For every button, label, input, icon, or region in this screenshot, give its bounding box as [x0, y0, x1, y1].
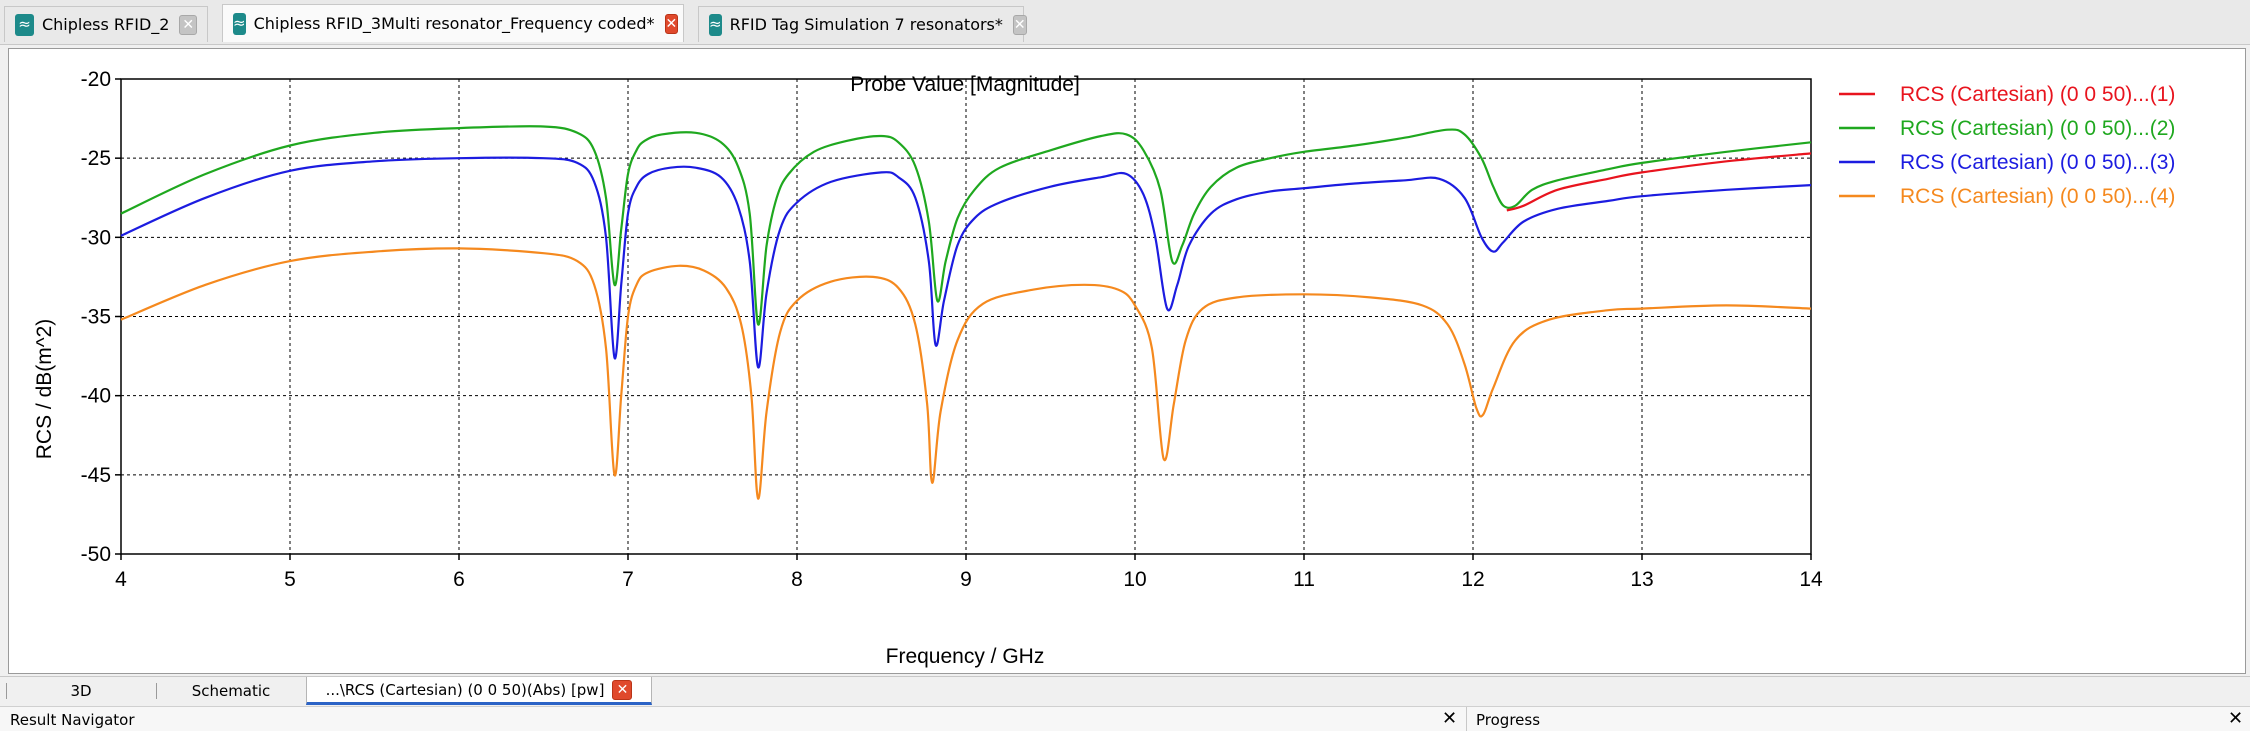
y-tick-label: -20 — [81, 68, 111, 91]
x-tick-label: 4 — [115, 568, 127, 591]
close-icon[interactable]: ✕ — [1442, 708, 1458, 729]
tab-rcs-result[interactable]: ...\RCS (Cartesian) (0 0 50)(Abs) [pw] ✕ — [306, 677, 652, 705]
y-axis-label: RCS / dB(m^2) — [33, 319, 56, 460]
chart-title: Probe Value [Magnitude] — [850, 73, 1080, 96]
x-tick-label: 14 — [1799, 568, 1823, 591]
tab-schematic[interactable]: Schematic — [158, 677, 304, 705]
x-tick-label: 6 — [453, 568, 465, 591]
result-navigator-title: Result Navigator — [10, 711, 135, 729]
doc-tab-label: Chipless RFID_2 — [41, 15, 170, 34]
series-line-2[interactable] — [120, 125, 1812, 326]
close-icon[interactable]: ✕ — [664, 13, 679, 34]
document-tab-bar: ≈ Chipless RFID_2 ✕ ≈ Chipless RFID_3Mul… — [0, 0, 2250, 45]
close-icon[interactable]: ✕ — [612, 679, 633, 700]
y-tick-label: -35 — [81, 306, 111, 329]
legend-label[interactable]: RCS (Cartesian) (0 0 50)...(4) — [1900, 185, 2175, 208]
y-tick-label: -45 — [81, 464, 111, 487]
x-tick-label: 12 — [1461, 568, 1484, 591]
wave-icon: ≈ — [709, 13, 722, 36]
x-tick-label: 13 — [1630, 568, 1653, 591]
y-tick-label: -50 — [81, 543, 111, 566]
legend-label[interactable]: RCS (Cartesian) (0 0 50)...(3) — [1900, 151, 2175, 174]
tab-3d[interactable]: 3D — [8, 677, 154, 705]
legend-label[interactable]: RCS (Cartesian) (0 0 50)...(2) — [1900, 117, 2175, 140]
tab-separator — [6, 683, 7, 699]
doc-tab-label: Chipless RFID_3Multi resonator_Frequency… — [253, 14, 655, 33]
legend-label[interactable]: RCS (Cartesian) (0 0 50)...(1) — [1900, 83, 2175, 106]
y-tick-label: -25 — [81, 147, 111, 170]
tab-label: ...\RCS (Cartesian) (0 0 50)(Abs) [pw] — [325, 680, 605, 699]
doc-tab-label: RFID Tag Simulation 7 resonators* — [729, 15, 1003, 34]
y-tick-label: -40 — [81, 385, 111, 408]
wave-icon: ≈ — [233, 12, 246, 35]
x-tick-label: 8 — [791, 568, 803, 591]
rcs-chart[interactable]: 4 5 6 7 8 9 10 11 12 13 14 -20 -25 -30 -35 -40 -45 -50 Pr… — [9, 49, 2245, 673]
docked-panels: Result Navigator ✕ Progress ✕ — [0, 706, 2250, 731]
wave-icon: ≈ — [15, 13, 34, 36]
x-tick-label: 10 — [1123, 568, 1146, 591]
close-icon[interactable]: ✕ — [179, 14, 197, 35]
series-line-3[interactable] — [120, 156, 1812, 369]
axis-ticks: 4 5 6 7 8 9 10 11 12 13 14 -20 -25 -30 -35 -40 -45 -50 — [81, 68, 1823, 591]
x-tick-label: 5 — [284, 568, 296, 591]
y-tick-label: -30 — [81, 226, 111, 249]
doc-tab-chipless-rfid-2[interactable]: ≈ Chipless RFID_2 ✕ — [4, 6, 208, 42]
series-lines[interactable] — [120, 125, 1812, 500]
x-tick-label: 11 — [1293, 568, 1315, 591]
series-line-4[interactable] — [120, 247, 1812, 500]
tab-separator — [156, 683, 157, 699]
series-line-1[interactable] — [1506, 152, 1812, 212]
progress-title: Progress — [1476, 711, 1541, 729]
x-axis-label: Frequency / GHz — [886, 645, 1045, 668]
doc-tab-rfid-tag-simulation[interactable]: ≈ RFID Tag Simulation 7 resonators* ✕ — [698, 6, 1027, 42]
tab-label: Schematic — [191, 682, 271, 700]
panel-divider — [1466, 707, 1467, 731]
close-icon[interactable]: ✕ — [1012, 14, 1027, 35]
x-tick-label: 7 — [622, 568, 634, 591]
x-tick-label: 9 — [960, 568, 972, 591]
plot-view[interactable]: 4 5 6 7 8 9 10 11 12 13 14 -20 -25 -30 -35 -40 -45 -50 Pr… — [8, 48, 2246, 674]
view-tab-bar: 3D Schematic ...\RCS (Cartesian) (0 0 50… — [0, 676, 2250, 707]
doc-tab-multi-resonator[interactable]: ≈ Chipless RFID_3Multi resonator_Frequen… — [222, 4, 684, 42]
tab-label: 3D — [70, 682, 92, 700]
legend[interactable]: RCS (Cartesian) (0 0 50)...(1) RCS (Carte… — [1839, 83, 2175, 208]
close-icon[interactable]: ✕ — [2228, 708, 2244, 729]
